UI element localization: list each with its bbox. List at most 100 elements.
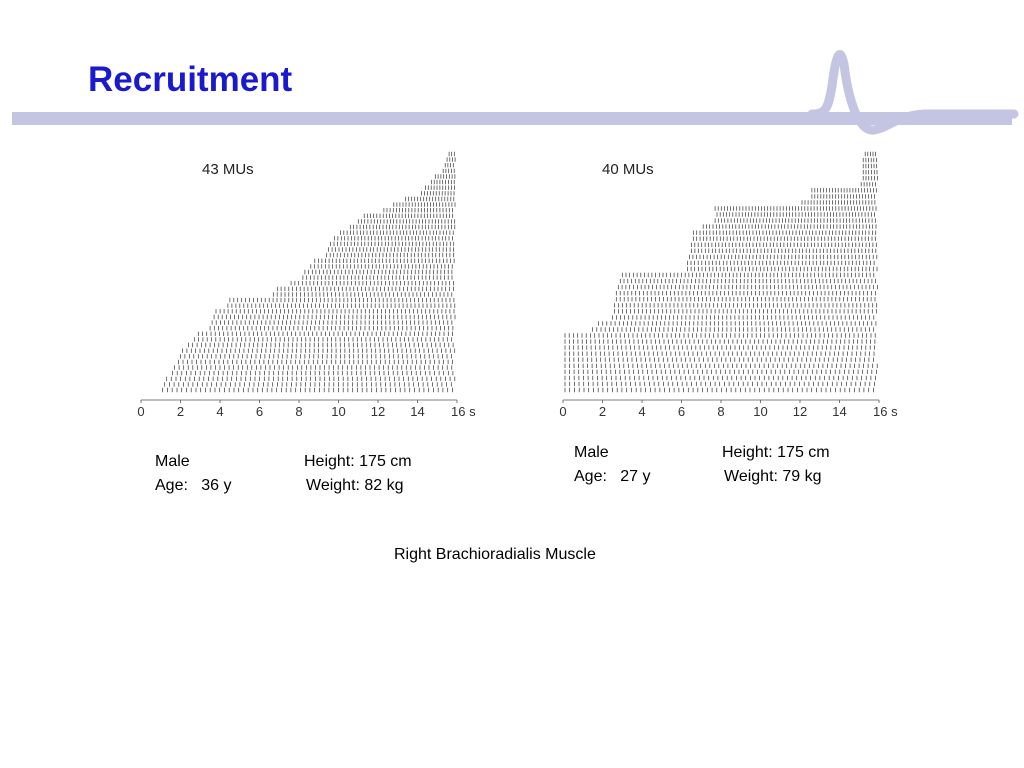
motor-unit-train-right-36 xyxy=(564,363,878,368)
motor-unit-train-right-18 xyxy=(689,254,878,260)
motor-unit-train-left-2 xyxy=(446,157,456,162)
motor-unit-train-left-10 xyxy=(393,202,456,207)
motor-unit-train-left-35 xyxy=(188,342,454,348)
mu-count-label-left: 43 MUs xyxy=(202,161,254,178)
motor-unit-train-right-6 xyxy=(860,182,876,187)
motor-unit-train-right-29 xyxy=(598,321,877,326)
x-tick-label-right-5: 10 xyxy=(753,404,767,419)
motor-unit-train-left-31 xyxy=(211,320,453,325)
motor-unit-train-left-22 xyxy=(304,269,453,275)
motor-unit-train-right-35 xyxy=(564,357,874,362)
x-tick-label-left-0: 0 xyxy=(137,404,144,419)
motor-unit-train-right-37 xyxy=(564,369,877,374)
motor-unit-train-left-14 xyxy=(349,224,456,230)
spike-trains xyxy=(162,151,456,393)
motor-unit-train-right-27 xyxy=(614,309,877,314)
motor-unit-train-right-34 xyxy=(564,351,875,356)
subject-sex-left: Male xyxy=(155,453,190,470)
x-tick-label-right-0: 0 xyxy=(559,404,566,419)
motor-unit-train-left-13 xyxy=(357,219,456,224)
motor-unit-train-right-1 xyxy=(864,151,876,157)
x-tick-label-left-1: 2 xyxy=(177,404,184,419)
motor-unit-train-right-2 xyxy=(862,157,877,163)
x-tick-label-right-8: 16 s xyxy=(873,404,898,419)
motor-unit-train-right-31 xyxy=(564,333,876,338)
motor-unit-train-right-14 xyxy=(692,230,877,235)
motor-unit-train-left-24 xyxy=(290,281,454,286)
motor-unit-train-left-3 xyxy=(444,163,454,168)
motor-unit-train-right-21 xyxy=(621,272,875,278)
raster-chart-left: 0 2 4 6 8 10 12 14 16 s xyxy=(137,151,476,419)
motor-unit-train-right-8 xyxy=(811,194,875,199)
motor-unit-train-right-24 xyxy=(615,291,876,296)
motor-unit-train-left-19 xyxy=(326,252,454,258)
motor-unit-train-left-40 xyxy=(172,370,454,376)
x-tick-label-right-2: 4 xyxy=(638,404,645,419)
motor-unit-train-right-23 xyxy=(617,284,878,290)
motor-unit-train-left-7 xyxy=(425,185,455,190)
x-tick-label-right-7: 14 xyxy=(832,404,846,419)
motor-unit-train-left-26 xyxy=(272,292,453,297)
subject-age-right: Age: 27 y xyxy=(574,468,651,485)
motor-unit-train-right-33 xyxy=(564,345,875,350)
motor-unit-train-right-12 xyxy=(714,218,876,223)
subject-height-right: Height: 175 cm xyxy=(722,444,830,461)
subject-sex-right: Male xyxy=(574,444,609,461)
motor-unit-train-left-21 xyxy=(310,264,453,269)
motor-unit-train-left-11 xyxy=(383,208,453,213)
x-tick-label-left-8: 16 s xyxy=(451,404,476,419)
motor-unit-train-left-38 xyxy=(178,359,453,365)
raster-chart-right: 0 2 4 6 8 10 12 14 16 s xyxy=(559,151,898,419)
motor-unit-train-left-34 xyxy=(193,337,452,342)
motor-unit-train-right-9 xyxy=(801,200,876,205)
motor-unit-train-left-39 xyxy=(174,365,453,370)
motor-unit-train-left-29 xyxy=(215,309,455,314)
motor-unit-train-right-15 xyxy=(692,236,876,241)
motor-unit-train-right-13 xyxy=(702,224,877,229)
motor-unit-train-right-16 xyxy=(691,242,877,247)
x-tick-label-right-1: 2 xyxy=(599,404,606,419)
motor-unit-train-left-23 xyxy=(302,275,453,280)
motor-unit-train-left-15 xyxy=(340,230,454,235)
motor-unit-train-left-41 xyxy=(166,376,456,381)
motor-unit-train-left-9 xyxy=(405,196,455,202)
motor-unit-train-right-30 xyxy=(592,327,875,332)
motor-unit-train-right-39 xyxy=(564,381,875,387)
motor-unit-train-left-6 xyxy=(430,179,455,185)
motor-unit-train-left-18 xyxy=(328,247,454,252)
x-tick-label-left-2: 4 xyxy=(216,404,223,419)
motor-unit-train-left-43 xyxy=(162,387,453,393)
motor-unit-train-left-42 xyxy=(164,382,452,387)
motor-unit-train-right-3 xyxy=(862,163,878,169)
x-tick-label-right-6: 12 xyxy=(793,404,807,419)
motor-unit-train-left-20 xyxy=(314,258,455,263)
spike-trains xyxy=(564,151,878,393)
motor-unit-train-right-17 xyxy=(691,248,877,253)
motor-unit-train-right-32 xyxy=(564,339,876,344)
motor-unit-train-right-28 xyxy=(612,315,875,320)
motor-unit-train-left-16 xyxy=(334,236,453,241)
motor-unit-train-left-33 xyxy=(197,331,453,336)
motor-unit-train-left-30 xyxy=(213,314,456,320)
x-tick-label-left-5: 10 xyxy=(331,404,345,419)
motor-unit-train-left-27 xyxy=(229,297,455,303)
x-tick-label-left-4: 8 xyxy=(295,404,302,419)
motor-unit-train-right-20 xyxy=(687,266,878,272)
motor-unit-train-right-4 xyxy=(862,170,878,175)
motor-unit-train-left-37 xyxy=(180,354,452,359)
motor-unit-train-right-11 xyxy=(716,212,875,217)
motor-unit-train-right-7 xyxy=(811,188,877,193)
motor-unit-train-left-32 xyxy=(209,326,454,331)
motor-unit-train-left-36 xyxy=(182,348,456,353)
x-tick-label-left-3: 6 xyxy=(256,404,263,419)
motor-unit-train-right-22 xyxy=(619,278,876,284)
subject-height-left: Height: 175 cm xyxy=(304,453,412,470)
title-rule xyxy=(12,112,1012,125)
motor-unit-train-right-19 xyxy=(687,260,875,266)
motor-unit-train-right-40 xyxy=(564,387,874,393)
mu-count-label-right: 40 MUs xyxy=(602,161,654,178)
x-tick-label-right-4: 8 xyxy=(717,404,724,419)
slide-title: Recruitment xyxy=(88,60,293,99)
motor-unit-train-left-17 xyxy=(330,241,455,247)
subject-weight-right: Weight: 79 kg xyxy=(724,468,822,485)
